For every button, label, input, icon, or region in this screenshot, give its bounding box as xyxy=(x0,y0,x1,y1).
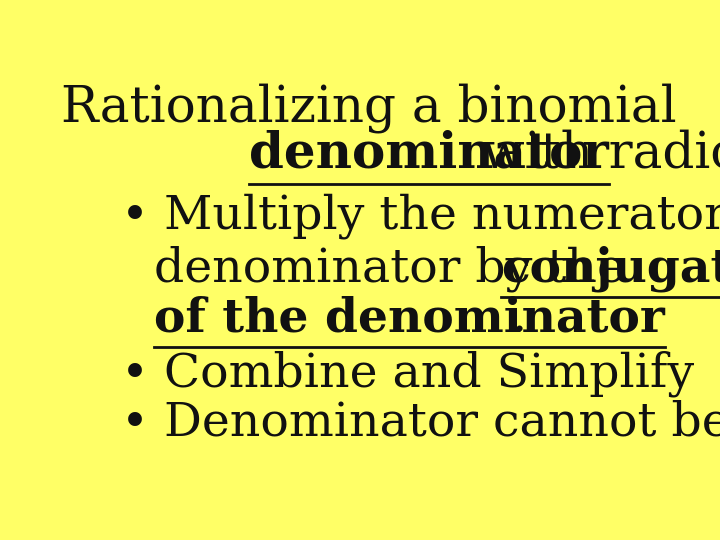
Text: denominator by the: denominator by the xyxy=(154,245,640,292)
Text: .: . xyxy=(511,296,526,341)
Text: with radicals: with radicals xyxy=(466,130,720,179)
Text: denominator: denominator xyxy=(249,130,609,179)
Text: conjugate: conjugate xyxy=(501,245,720,292)
Text: of the denominator: of the denominator xyxy=(154,295,665,341)
Text: Rationalizing a binomial: Rationalizing a binomial xyxy=(61,84,677,133)
Text: • Multiply the numerator and: • Multiply the numerator and xyxy=(121,192,720,239)
Text: • Combine and Simplify: • Combine and Simplify xyxy=(121,350,694,396)
Text: • Denominator cannot be radical: • Denominator cannot be radical xyxy=(121,400,720,445)
